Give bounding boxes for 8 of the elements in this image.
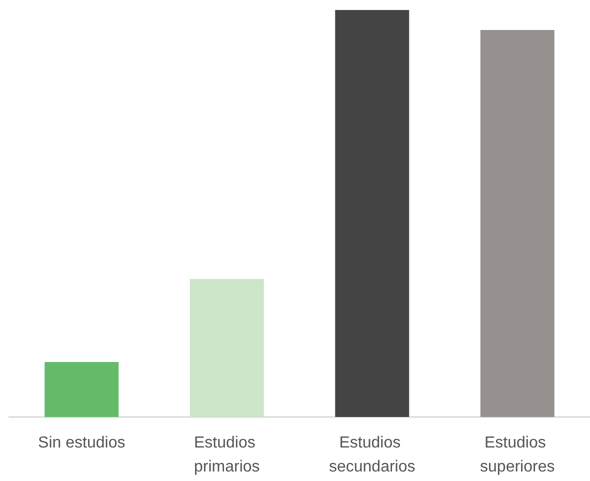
x-tick-label: Sin estudios [38,434,126,452]
bar [335,10,410,417]
x-tick-label: Estudios secundarios [328,434,416,476]
bar [44,362,119,417]
x-tick-label: Estudios primarios [194,434,260,476]
bar [190,279,264,417]
bar [480,30,554,417]
x-tick-label: Estudios superiores [480,434,555,476]
